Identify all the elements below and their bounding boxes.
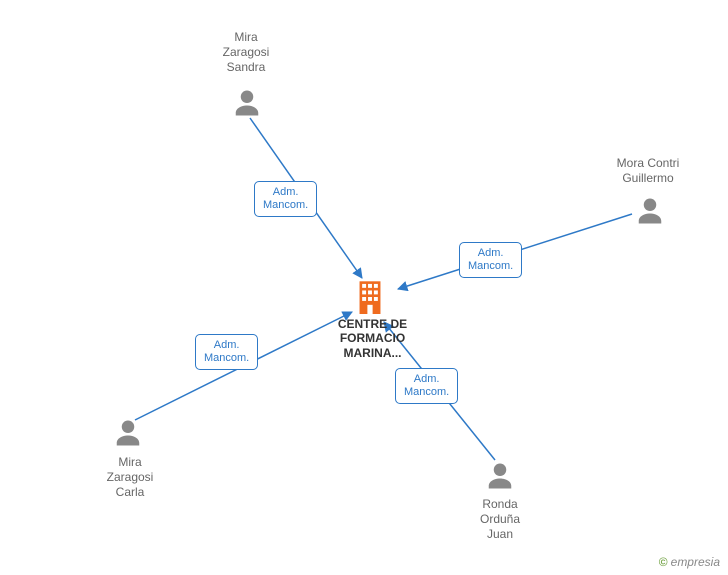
person-node-icon <box>232 88 262 118</box>
edge-label: Adm. Mancom. <box>254 181 317 217</box>
company-node-label: CENTRE DE FORMACIO MARINA... <box>325 317 420 360</box>
watermark-text: empresia <box>671 555 720 569</box>
edge-label: Adm. Mancom. <box>395 368 458 404</box>
edge-label: Adm. Mancom. <box>459 242 522 278</box>
person-node-icon <box>485 461 515 491</box>
person-node-icon <box>635 196 665 226</box>
person-node-label: Mira Zaragosi Carla <box>90 455 170 500</box>
edge-label: Adm. Mancom. <box>195 334 258 370</box>
person-node-label: Ronda Orduña Juan <box>460 497 540 542</box>
person-node-label: Mora Contri Guillermo <box>593 156 703 186</box>
watermark: ©empresia <box>659 555 720 569</box>
copyright-icon: © <box>659 555 668 569</box>
person-node-label: Mira Zaragosi Sandra <box>206 30 286 75</box>
person-node-icon <box>113 418 143 448</box>
company-node-icon <box>354 280 386 314</box>
